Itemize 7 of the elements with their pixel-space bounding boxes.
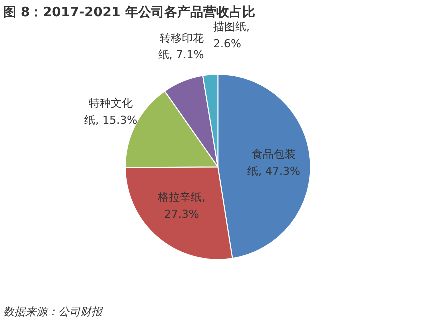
source-note: 数据来源：公司财报 <box>4 306 104 318</box>
slice-label: 特种文化纸, 15.3% <box>84 97 138 127</box>
slice-label: 食品包装纸, 47.3% <box>248 148 300 178</box>
slice-label: 描图纸, 2.6% <box>214 20 250 51</box>
slice-label: 转移印花纸, 7.1% <box>158 32 204 62</box>
chart-title: 图 8：2017-2021 年公司各产品营收占比 <box>4 4 256 20</box>
slice-label: 格拉辛纸, 27.3% <box>157 191 206 221</box>
